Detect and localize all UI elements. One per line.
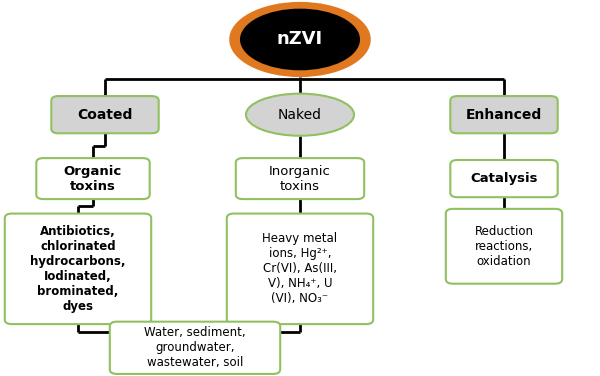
FancyBboxPatch shape [236, 158, 364, 199]
Text: Water, sediment,
groundwater,
wastewater, soil: Water, sediment, groundwater, wastewater… [144, 326, 246, 369]
Text: Coated: Coated [77, 108, 133, 122]
FancyBboxPatch shape [110, 321, 280, 374]
Text: Reduction
reactions,
oxidation: Reduction reactions, oxidation [475, 225, 533, 268]
Text: Naked: Naked [278, 108, 322, 122]
Text: Organic
toxins: Organic toxins [64, 165, 122, 193]
Text: Inorganic
toxins: Inorganic toxins [269, 165, 331, 193]
Text: Enhanced: Enhanced [466, 108, 542, 122]
FancyBboxPatch shape [52, 96, 158, 133]
Ellipse shape [240, 9, 360, 70]
FancyBboxPatch shape [450, 160, 558, 197]
FancyBboxPatch shape [5, 214, 151, 324]
Ellipse shape [246, 94, 354, 136]
Text: Catalysis: Catalysis [470, 172, 538, 185]
Ellipse shape [229, 2, 371, 77]
Text: nZVI: nZVI [277, 30, 323, 49]
Text: Antibiotics,
chlorinated
hydrocarbons,
Iodinated,
brominated,
dyes: Antibiotics, chlorinated hydrocarbons, I… [30, 225, 126, 313]
Text: Heavy metal
ions, Hg²⁺,
Cr(VI), As(III,
V), NH₄⁺, U
(VI), NO₃⁻: Heavy metal ions, Hg²⁺, Cr(VI), As(III, … [262, 232, 338, 305]
FancyBboxPatch shape [227, 214, 373, 324]
FancyBboxPatch shape [446, 209, 562, 284]
FancyBboxPatch shape [36, 158, 150, 199]
FancyBboxPatch shape [450, 96, 558, 133]
